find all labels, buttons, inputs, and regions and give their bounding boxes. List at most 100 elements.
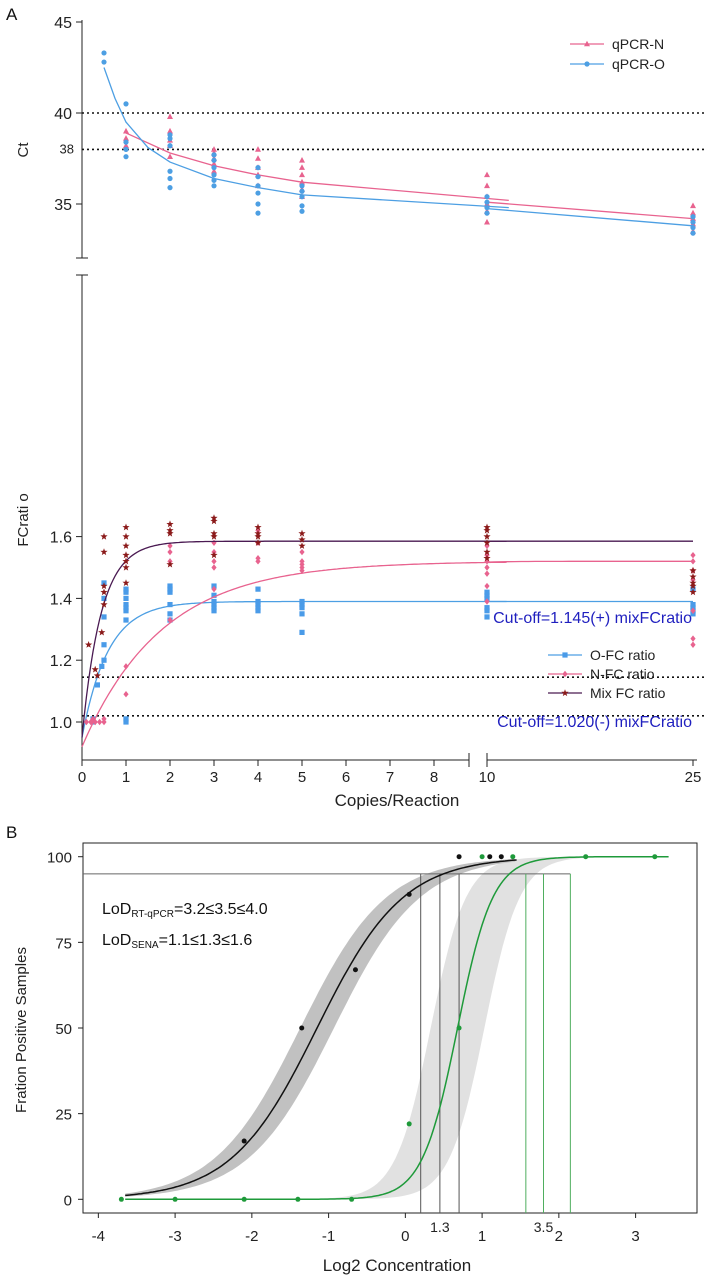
fc-point-diamond (690, 551, 696, 559)
fc-point-square (99, 663, 105, 669)
fc-point-square (167, 583, 173, 589)
data-point (487, 854, 493, 860)
top-legend-label: qPCR-O (612, 56, 665, 72)
data-point (241, 1138, 247, 1144)
top-point-n (299, 164, 305, 170)
panel-label-b: B (6, 823, 17, 842)
cutoff-negative-label: Cut-off=1.020(-) mixFCratio (497, 714, 692, 731)
fc-point-square (484, 614, 490, 620)
top-point-o (167, 135, 173, 142)
fc-point-diamond (690, 558, 696, 565)
fc-point-star (210, 551, 218, 559)
top-point-o (690, 214, 696, 220)
fc-point-star (483, 532, 491, 540)
fc-point-diamond (690, 607, 696, 614)
fc-point-square (101, 614, 107, 620)
fc-point-square (255, 608, 261, 614)
fc-point-square (299, 611, 305, 617)
fc-point-square (123, 595, 129, 601)
top-point-o (255, 183, 261, 189)
top-point-n (211, 146, 217, 152)
top-point-n (123, 135, 129, 141)
fc-point-star (100, 532, 108, 540)
fc-point-diamond (211, 539, 217, 546)
fc-point-star (100, 600, 108, 608)
top-point-o (255, 210, 261, 216)
b-y-tick-label: 100 (47, 850, 72, 867)
fc-point-star (483, 526, 491, 534)
top-point-n (211, 167, 217, 174)
fc-point-star (689, 588, 697, 596)
top-point-o (484, 205, 490, 211)
top-point-o (484, 194, 490, 200)
fc-point-star (483, 523, 491, 531)
top-point-o (299, 188, 305, 194)
fc-point-diamond (255, 555, 261, 562)
top-point-o (101, 59, 107, 65)
top-curve-o (486, 207, 694, 227)
fc-point-star (483, 554, 491, 562)
data-point (172, 1196, 178, 1202)
fc-point-star (93, 671, 101, 679)
x-tick-label: 7 (386, 769, 394, 786)
top-point-o (123, 154, 129, 160)
fc-point-square (101, 642, 107, 648)
fc-point-square (255, 601, 261, 608)
top-point-n (123, 142, 129, 149)
fc-point-star (210, 517, 218, 525)
fc-point-diamond (484, 564, 490, 571)
fc-point-diamond (484, 570, 490, 577)
top-point-o (299, 194, 305, 200)
fc-point-diamond (211, 558, 217, 565)
fc-point-star (689, 566, 697, 574)
top-point-o (167, 132, 173, 138)
fc-point-diamond (97, 718, 103, 726)
panel-a: A35404538CtqPCR-NqPCR-O1.01.21.41.6FCrat… (6, 5, 704, 810)
b-y-tick-label: 0 (64, 1192, 72, 1209)
fc-point-star (91, 665, 99, 673)
bottom-y-tick-label: 1.0 (50, 715, 72, 732)
fc-point-square (484, 608, 490, 614)
b-x-tick-label: 2 (555, 1228, 563, 1245)
fc-point-star (254, 539, 262, 546)
top-point-o (167, 185, 173, 191)
fc-point-diamond (211, 564, 217, 571)
fc-point-star (298, 529, 306, 537)
fc-point-square (255, 605, 261, 611)
fc-point-square (484, 605, 490, 611)
b-x-tick-label: 0 (401, 1228, 409, 1245)
top-point-o (690, 230, 696, 236)
fc-point-square (299, 598, 305, 605)
fc-point-star (122, 563, 130, 571)
top-curve-o (103, 67, 509, 209)
top-point-o (299, 183, 305, 189)
data-point (652, 854, 658, 860)
x-tick-label: 8 (430, 769, 438, 786)
fc-point-diamond (484, 582, 490, 590)
fc-point-square (123, 586, 129, 592)
top-y-extra-tick-label: 38 (60, 141, 74, 156)
top-point-o (123, 139, 129, 145)
top-point-o (211, 172, 217, 178)
fc-curve (81, 540, 507, 738)
fc-point-square (101, 595, 107, 601)
data-point (349, 1196, 355, 1202)
b-x-extra-label: 1.3 (430, 1219, 450, 1235)
fc-point-square (123, 605, 129, 611)
b-y-tick-label: 75 (55, 935, 72, 952)
top-point-o (167, 175, 173, 182)
fc-point-square (211, 598, 217, 605)
bottom-legend-marker (561, 689, 569, 697)
top-point-o (299, 203, 305, 209)
top-point-n (690, 209, 696, 216)
logistic-curve (125, 855, 669, 1201)
fc-point-diamond (299, 548, 305, 556)
top-legend-marker (584, 40, 590, 47)
bottom-y-axis-label: FCrati o (15, 493, 32, 546)
top-y-tick-label: 40 (54, 106, 72, 123)
top-point-o (690, 225, 696, 231)
top-point-o (255, 190, 261, 196)
x-tick-label: 6 (342, 769, 350, 786)
top-point-n (255, 155, 261, 161)
fc-point-diamond (83, 718, 89, 726)
